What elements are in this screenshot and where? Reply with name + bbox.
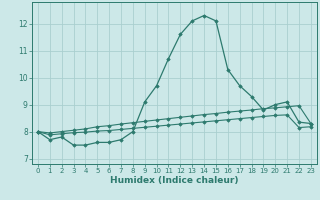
X-axis label: Humidex (Indice chaleur): Humidex (Indice chaleur) bbox=[110, 176, 239, 185]
